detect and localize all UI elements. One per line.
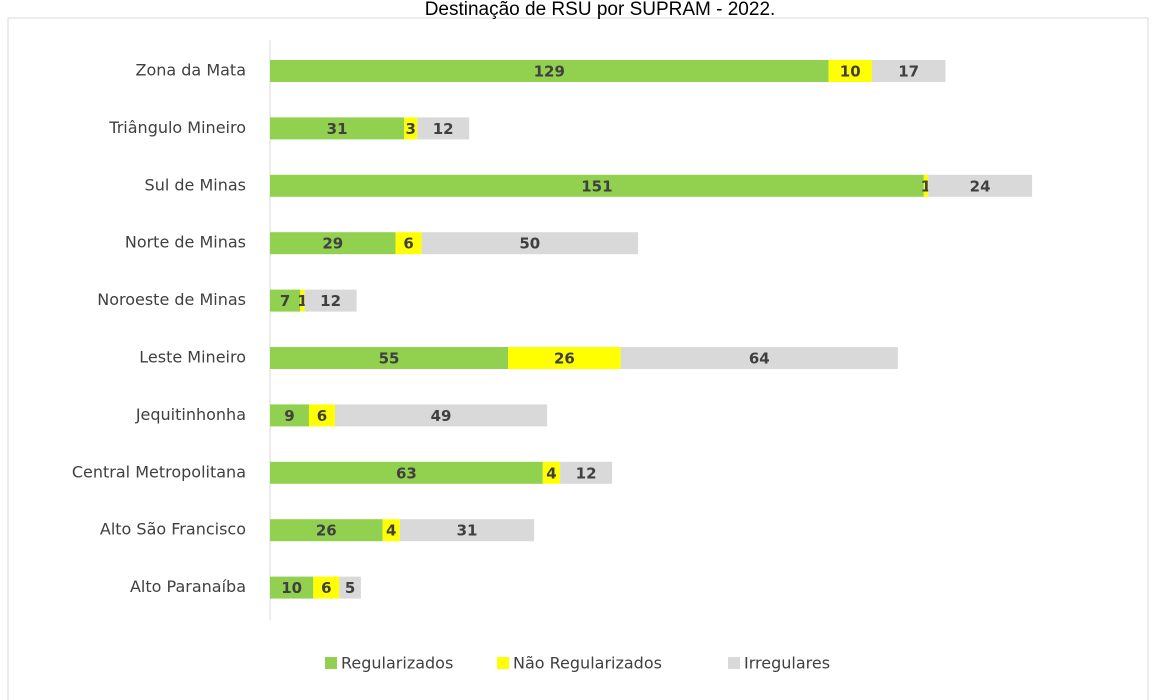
data-label: 7 <box>280 292 290 310</box>
data-label: 26 <box>554 350 575 368</box>
data-label: 49 <box>431 407 452 425</box>
bar-segment <box>300 289 305 312</box>
bar-segment <box>395 232 422 255</box>
data-label: 12 <box>320 292 341 310</box>
bar-segment <box>270 347 509 369</box>
bar-segment <box>270 519 383 542</box>
data-label: 12 <box>433 120 454 138</box>
bar-segment <box>270 461 543 484</box>
y-tick-label: Noroeste de Minas <box>97 290 246 309</box>
data-label: 63 <box>396 464 417 482</box>
legend-label: Regularizados <box>341 654 453 673</box>
y-tick-label: Central Metropolitana <box>72 462 246 481</box>
bar-segment <box>270 60 829 82</box>
data-label: 26 <box>316 522 337 540</box>
y-tick-label: Triângulo Mineiro <box>108 118 246 137</box>
bar-segment <box>871 60 946 82</box>
bar-segment <box>560 461 613 484</box>
data-label: 31 <box>457 522 478 540</box>
data-label: 55 <box>379 350 400 368</box>
bar-segment <box>308 404 335 427</box>
bar-segment <box>399 519 535 542</box>
data-label: 1 <box>921 177 931 195</box>
y-tick-label: Zona da Mata <box>135 61 246 80</box>
legend-swatch <box>728 657 740 669</box>
data-label: 10 <box>840 63 861 81</box>
bar-segment <box>404 117 418 140</box>
data-label: 50 <box>519 235 540 253</box>
bar-segment <box>339 576 361 599</box>
data-label: 6 <box>403 235 413 253</box>
data-label: 9 <box>284 407 294 425</box>
bar-segment <box>313 576 340 599</box>
data-label: 6 <box>317 407 327 425</box>
bar-segment <box>542 461 561 484</box>
legend-label: Não Regularizados <box>513 654 662 673</box>
data-label: 4 <box>546 464 556 482</box>
legend-swatch <box>497 657 509 669</box>
bar-segment <box>270 232 396 255</box>
data-label: 129 <box>534 63 565 81</box>
bar-segment <box>620 347 898 369</box>
data-label: 10 <box>281 579 302 597</box>
y-tick-label: Alto São Francisco <box>100 520 246 539</box>
data-label: 24 <box>970 177 991 195</box>
bar-segment <box>270 404 309 427</box>
bar-segment <box>304 289 357 312</box>
bar-segment <box>508 347 621 369</box>
data-label: 29 <box>322 235 343 253</box>
chart-frame <box>7 17 1149 700</box>
y-tick-label: Alto Paranaíba <box>130 577 246 596</box>
bar-segment <box>828 60 872 82</box>
bar-segment <box>270 289 301 312</box>
data-label: 3 <box>406 120 416 138</box>
legend-label: Irregulares <box>744 654 830 673</box>
y-tick-label: Sul de Minas <box>145 175 246 194</box>
y-tick-label: Jequitinhonha <box>135 405 246 424</box>
legend-swatch <box>325 657 337 669</box>
y-tick-label: Norte de Minas <box>125 233 246 252</box>
bar-segment <box>928 174 1033 197</box>
chart-title: Destinação de RSU por SUPRAM - 2022. <box>425 0 776 20</box>
bar-segment <box>270 576 314 599</box>
bar-segment <box>421 232 639 255</box>
data-label: 151 <box>581 177 612 195</box>
bar-segment <box>382 519 400 542</box>
bar-segment <box>923 174 929 197</box>
data-label: 5 <box>345 579 355 597</box>
y-tick-label: Leste Mineiro <box>139 348 246 367</box>
data-label: 12 <box>576 464 597 482</box>
data-label: 31 <box>327 120 348 138</box>
data-label: 4 <box>386 522 396 540</box>
bar-segment <box>334 404 548 427</box>
bar-segment <box>270 117 405 140</box>
data-label: 6 <box>321 579 331 597</box>
bar-segment <box>417 117 470 140</box>
data-label: 1 <box>297 292 307 310</box>
data-label: 17 <box>898 63 919 81</box>
bar-segment <box>270 174 924 197</box>
data-label: 64 <box>749 350 770 368</box>
